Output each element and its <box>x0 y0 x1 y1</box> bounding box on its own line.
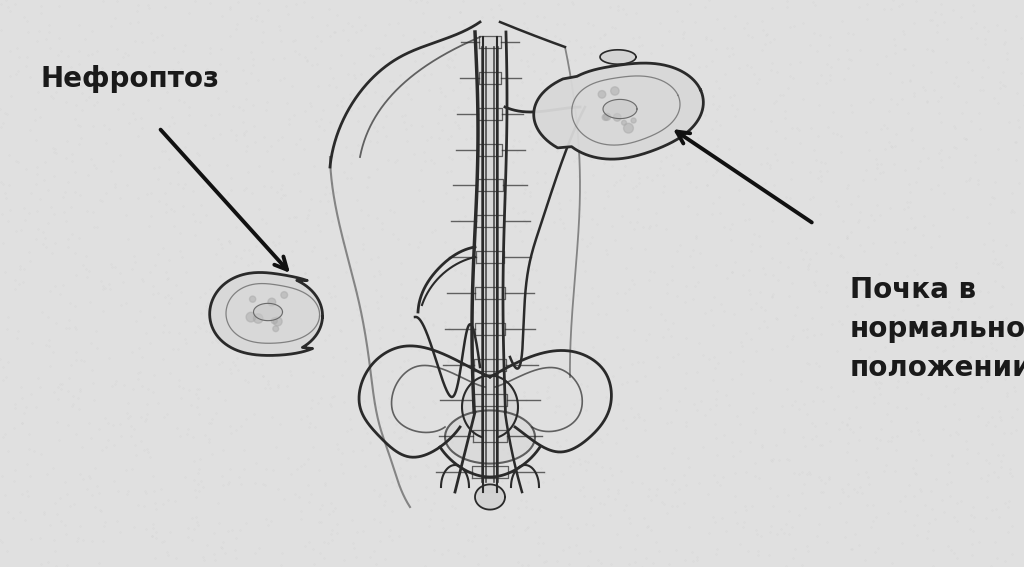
Circle shape <box>622 120 627 125</box>
Circle shape <box>281 291 288 298</box>
Polygon shape <box>478 108 502 120</box>
Polygon shape <box>534 63 703 159</box>
Circle shape <box>624 123 634 133</box>
Circle shape <box>246 312 256 322</box>
Polygon shape <box>603 99 637 119</box>
Circle shape <box>253 314 263 323</box>
Polygon shape <box>475 287 505 299</box>
Polygon shape <box>445 411 535 464</box>
Circle shape <box>273 317 283 326</box>
Polygon shape <box>477 179 503 191</box>
Polygon shape <box>462 375 518 437</box>
Polygon shape <box>479 72 501 84</box>
Circle shape <box>271 318 278 324</box>
Polygon shape <box>472 466 508 478</box>
Polygon shape <box>478 143 502 155</box>
Polygon shape <box>254 303 283 320</box>
Polygon shape <box>476 251 504 263</box>
Circle shape <box>631 118 636 123</box>
Circle shape <box>272 326 279 332</box>
Circle shape <box>603 113 610 120</box>
Circle shape <box>268 298 275 306</box>
Polygon shape <box>600 50 636 64</box>
Polygon shape <box>475 484 505 510</box>
Polygon shape <box>473 394 507 407</box>
Polygon shape <box>473 430 507 442</box>
Polygon shape <box>476 215 504 227</box>
Text: Почка в
нормальном
положении: Почка в нормальном положении <box>850 276 1024 382</box>
Circle shape <box>598 91 606 98</box>
Circle shape <box>610 87 620 95</box>
Text: Нефроптоз: Нефроптоз <box>41 65 220 94</box>
Polygon shape <box>210 273 323 356</box>
Circle shape <box>602 114 608 120</box>
Polygon shape <box>474 358 506 370</box>
Circle shape <box>250 296 256 302</box>
Circle shape <box>613 113 622 121</box>
Polygon shape <box>475 323 505 335</box>
Polygon shape <box>479 36 501 48</box>
